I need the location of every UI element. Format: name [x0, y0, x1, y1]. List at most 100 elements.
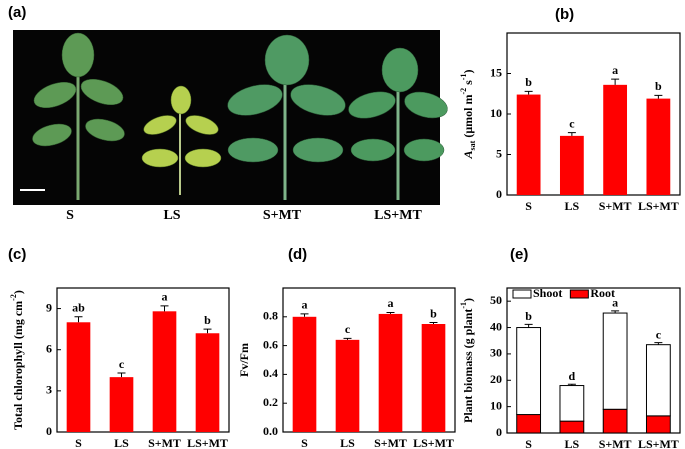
- bar: [292, 316, 317, 432]
- legend-label: Shoot: [533, 286, 562, 300]
- x-tick-label: LS: [114, 436, 129, 449]
- significance-letter: a: [162, 290, 168, 304]
- plot-frame: [506, 287, 681, 434]
- y-axis-label: Total chlorophyll (mg cm-2): [9, 290, 24, 430]
- error-bar: [567, 383, 576, 386]
- bar-segment: [602, 312, 628, 410]
- y-axis-label-part: sat: [468, 140, 477, 150]
- plot-frame: [506, 32, 681, 196]
- y-axis-label-part: Total chlorophyll (mg cm: [11, 301, 25, 430]
- bar-segment: [645, 344, 671, 417]
- significance-letter: c: [656, 327, 662, 341]
- error-bar: [524, 323, 533, 328]
- x-tick-label: S: [525, 199, 532, 213]
- bar: [335, 339, 360, 432]
- y-tick-label: 6: [46, 341, 52, 355]
- y-tick-label: 0.8: [263, 309, 278, 323]
- y-axis-label-part: -2: [459, 88, 468, 95]
- bar-segment: [516, 327, 542, 416]
- error-bar: [300, 313, 309, 317]
- panel-label: (d): [288, 246, 307, 263]
- x-tick-label: LS: [565, 199, 580, 213]
- error-bar: [524, 90, 533, 95]
- plot-frame: [56, 287, 230, 433]
- y-axis-label-part: Fv/Fm: [237, 343, 251, 377]
- significance-letter: b: [655, 79, 662, 93]
- error-bar: [611, 78, 620, 85]
- bar: [152, 311, 177, 432]
- significance-letter: ab: [72, 301, 85, 315]
- x-tick-label: S: [75, 436, 82, 449]
- y-axis-label-part: Plant biomass (g plant: [461, 309, 475, 423]
- error-bar: [160, 305, 169, 312]
- significance-letter: c: [345, 322, 351, 336]
- y-axis-label-part: -1: [459, 302, 468, 309]
- significance-letter: d: [569, 369, 576, 383]
- error-bar: [567, 132, 576, 136]
- y-tick-label: 40: [490, 319, 502, 333]
- y-axis-label-part: -2: [9, 294, 18, 301]
- error-bar: [429, 322, 438, 324]
- bar: [421, 324, 446, 432]
- bar: [66, 322, 91, 432]
- x-tick-label: LS+MT: [638, 437, 679, 449]
- x-tick-label: LS+MT: [187, 436, 228, 449]
- error-bar: [386, 311, 395, 314]
- bar: [195, 333, 220, 432]
- photo-caption: LS: [163, 208, 180, 223]
- significance-letter: a: [388, 296, 394, 310]
- x-tick-label: LS+MT: [413, 436, 454, 449]
- bar-segment: [516, 414, 542, 434]
- significance-letter: a: [612, 63, 618, 77]
- y-tick-label: 9: [46, 300, 52, 314]
- photo-caption: LS+MT: [374, 208, 422, 223]
- x-tick-label: S: [301, 436, 308, 449]
- panel-label: (e): [510, 246, 528, 263]
- y-tick-label: 0: [496, 425, 502, 439]
- significance-letter: b: [430, 306, 437, 320]
- legend-swatch: [512, 289, 532, 299]
- x-tick-label: LS: [565, 437, 580, 449]
- photo: [13, 30, 448, 205]
- y-tick-label: 0.2: [263, 395, 278, 409]
- x-tick-label: S: [525, 437, 532, 449]
- y-tick-label: 20: [490, 372, 502, 386]
- y-tick-label: 3: [46, 383, 52, 397]
- y-axis-label-part: (μmol m: [461, 95, 475, 141]
- y-axis-label-part: ): [11, 290, 25, 294]
- y-tick-label: 0.6: [263, 337, 278, 351]
- legend-swatch: [569, 289, 589, 299]
- y-axis-label: Plant biomass (g plant-1): [459, 298, 474, 423]
- error-bar: [117, 372, 126, 378]
- significance-letter: b: [525, 75, 532, 89]
- bar: [516, 94, 541, 195]
- significance-letter: b: [525, 309, 532, 323]
- y-tick-label: 0.0: [263, 424, 278, 438]
- plot-frame: [282, 287, 456, 433]
- y-tick-label: 15: [490, 65, 502, 79]
- panel-label: (c): [8, 246, 26, 263]
- bar: [603, 84, 628, 195]
- x-tick-label: S+MT: [599, 437, 632, 449]
- x-tick-label: S+MT: [374, 436, 407, 449]
- error-bar: [74, 316, 83, 323]
- y-tick-label: 50: [490, 293, 502, 307]
- error-bar: [611, 310, 620, 314]
- bar-segment: [602, 408, 628, 434]
- bar-segment: [559, 385, 585, 422]
- y-tick-label: 0.4: [263, 366, 278, 380]
- panel-label: (b): [555, 6, 574, 23]
- y-axis-label-part: ): [461, 70, 475, 74]
- significance-letter: c: [119, 357, 125, 371]
- x-tick-label: S+MT: [148, 436, 181, 449]
- x-tick-label: S+MT: [599, 199, 632, 213]
- y-tick-label: 0: [496, 187, 502, 201]
- significance-letter: c: [569, 116, 575, 130]
- error-bar: [654, 94, 663, 99]
- photo-caption: S: [66, 208, 74, 223]
- y-tick-label: 10: [490, 106, 502, 120]
- bar: [646, 98, 671, 195]
- bar-segment: [559, 420, 585, 434]
- significance-letter: b: [204, 313, 211, 327]
